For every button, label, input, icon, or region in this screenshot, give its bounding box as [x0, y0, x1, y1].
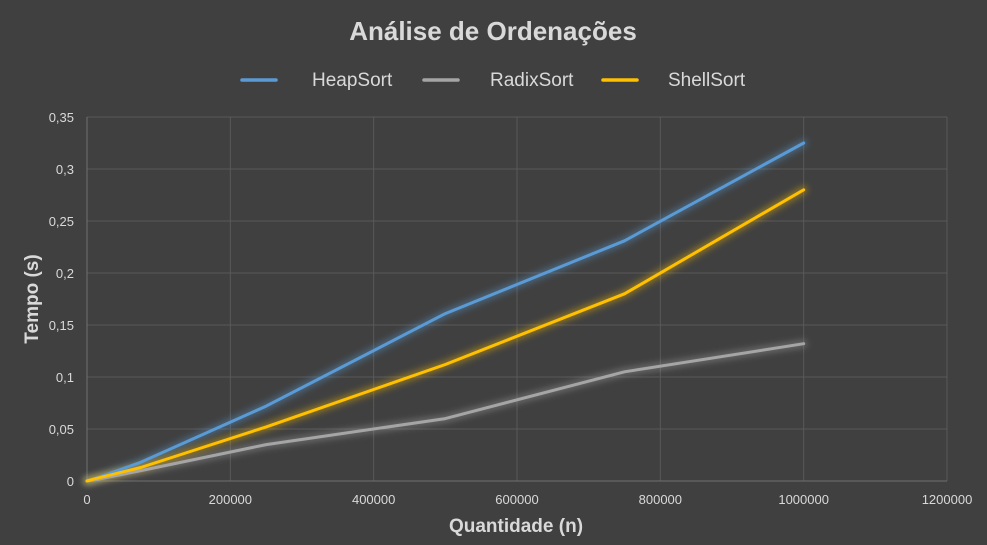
x-tick-label: 0 [83, 492, 90, 507]
y-tick-label: 0,05 [49, 422, 74, 437]
legend: HeapSort RadixSort ShellSort [240, 70, 746, 91]
y-tick-label: 0 [67, 474, 74, 489]
y-tick-label: 0,3 [56, 162, 74, 177]
legend-label-shellsort: ShellSort [668, 70, 746, 91]
chart-title: Análise de Ordenações [349, 16, 637, 46]
x-tick-label: 200000 [209, 492, 252, 507]
legend-label-heapsort: HeapSort [312, 70, 393, 91]
legend-label-radixsort: RadixSort [490, 70, 574, 91]
x-tick-label: 1000000 [778, 492, 829, 507]
x-axis-title: Quantidade (n) [449, 516, 583, 537]
x-tick-label: 600000 [495, 492, 538, 507]
y-tick-label: 0,2 [56, 266, 74, 281]
y-axis-ticks: 0 0,05 0,1 0,15 0,2 0,25 0,3 0,35 [49, 110, 74, 489]
legend-item-radixsort[interactable]: RadixSort [422, 70, 574, 91]
series-line-shellsort[interactable] [85, 188, 806, 483]
x-tick-label: 1200000 [922, 492, 973, 507]
y-tick-label: 0,25 [49, 214, 74, 229]
y-tick-label: 0,15 [49, 318, 74, 333]
legend-item-heapsort[interactable]: HeapSort [240, 70, 393, 91]
x-axis-ticks: 0 200000 400000 600000 800000 1000000 1200000 [83, 492, 972, 507]
y-tick-label: 0,35 [49, 110, 74, 125]
series-line-heapsort[interactable] [85, 141, 806, 483]
x-tick-label: 800000 [639, 492, 682, 507]
gridlines [87, 116, 948, 481]
axes [86, 117, 947, 482]
legend-item-shellsort[interactable]: ShellSort [601, 70, 746, 91]
series-lines [85, 141, 806, 483]
x-tick-label: 400000 [352, 492, 395, 507]
y-tick-label: 0,1 [56, 370, 74, 385]
y-axis-title: Tempo (s) [22, 254, 43, 343]
